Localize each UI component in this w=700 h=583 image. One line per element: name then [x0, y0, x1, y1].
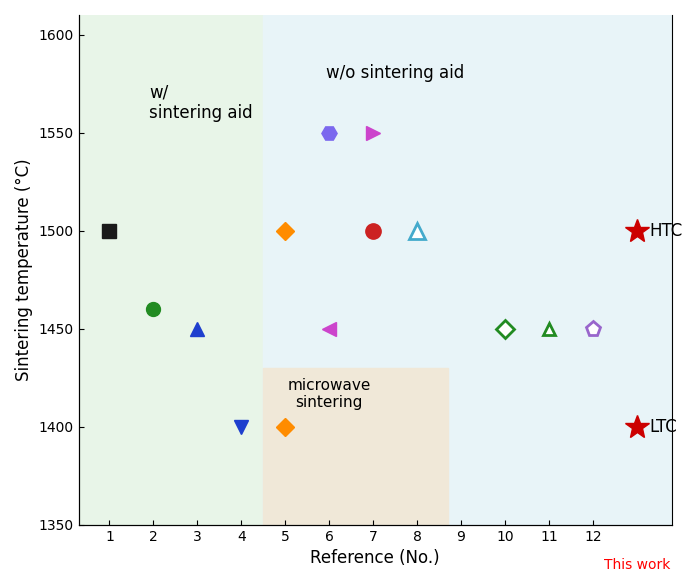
Text: microwave
sintering: microwave sintering — [288, 378, 371, 410]
Text: w/o sintering aid: w/o sintering aid — [326, 64, 464, 82]
Bar — [263, 15, 672, 525]
Text: w/
sintering aid: w/ sintering aid — [149, 83, 253, 122]
Text: LTC: LTC — [650, 418, 678, 436]
X-axis label: Reference (No.): Reference (No.) — [310, 549, 440, 567]
Text: This work: This work — [603, 558, 670, 572]
Bar — [263, 368, 448, 525]
Y-axis label: Sintering temperature (°C): Sintering temperature (°C) — [15, 159, 33, 381]
Bar — [78, 15, 263, 525]
Text: HTC: HTC — [650, 222, 683, 240]
